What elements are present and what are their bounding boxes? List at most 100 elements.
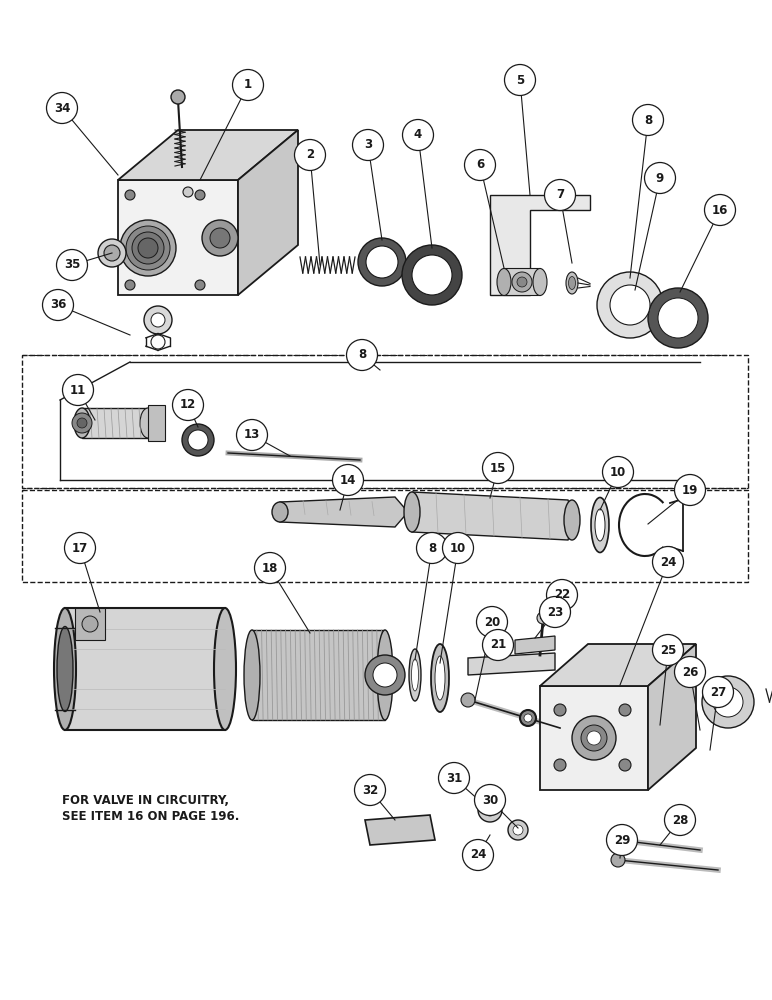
- Circle shape: [138, 238, 158, 258]
- Text: 6: 6: [476, 158, 484, 172]
- Circle shape: [366, 246, 398, 278]
- Circle shape: [77, 418, 87, 428]
- Text: 15: 15: [489, 462, 506, 475]
- Circle shape: [513, 825, 523, 835]
- Polygon shape: [540, 644, 696, 686]
- Circle shape: [703, 676, 733, 708]
- Ellipse shape: [57, 626, 73, 712]
- Text: 24: 24: [470, 848, 486, 861]
- Circle shape: [581, 725, 607, 751]
- Circle shape: [120, 220, 176, 276]
- Circle shape: [517, 277, 527, 287]
- Text: 18: 18: [262, 562, 278, 574]
- Text: 19: 19: [682, 484, 698, 496]
- Circle shape: [255, 552, 286, 584]
- Circle shape: [232, 70, 263, 101]
- Circle shape: [172, 389, 204, 420]
- Polygon shape: [82, 408, 148, 438]
- Circle shape: [524, 714, 532, 722]
- Circle shape: [294, 139, 326, 170]
- Ellipse shape: [244, 630, 260, 720]
- Circle shape: [46, 93, 77, 123]
- Text: 22: 22: [554, 588, 571, 601]
- Polygon shape: [540, 686, 648, 790]
- Circle shape: [547, 580, 577, 610]
- Circle shape: [195, 280, 205, 290]
- Circle shape: [417, 532, 448, 564]
- Circle shape: [183, 187, 193, 197]
- Circle shape: [202, 220, 238, 256]
- Circle shape: [210, 228, 230, 248]
- Text: 25: 25: [660, 644, 676, 656]
- Circle shape: [132, 232, 164, 264]
- Text: 11: 11: [70, 383, 86, 396]
- Circle shape: [358, 238, 406, 286]
- Circle shape: [365, 655, 405, 695]
- Circle shape: [665, 804, 696, 836]
- Circle shape: [438, 762, 469, 794]
- Text: 9: 9: [656, 172, 664, 184]
- Circle shape: [482, 452, 513, 484]
- Polygon shape: [365, 815, 435, 845]
- Circle shape: [504, 64, 536, 96]
- Circle shape: [347, 340, 378, 370]
- Ellipse shape: [404, 492, 420, 532]
- Ellipse shape: [411, 659, 418, 691]
- Text: 10: 10: [450, 542, 466, 554]
- Circle shape: [512, 272, 532, 292]
- Circle shape: [610, 285, 650, 325]
- Ellipse shape: [214, 608, 236, 730]
- Text: FOR VALVE IN CIRCUITRY,: FOR VALVE IN CIRCUITRY,: [62, 794, 229, 806]
- Circle shape: [520, 710, 536, 726]
- Polygon shape: [148, 405, 165, 441]
- Text: 4: 4: [414, 128, 422, 141]
- Ellipse shape: [140, 408, 156, 438]
- Circle shape: [602, 456, 634, 488]
- Text: 35: 35: [64, 258, 80, 271]
- Circle shape: [402, 245, 462, 305]
- Text: 12: 12: [180, 398, 196, 412]
- Circle shape: [632, 104, 663, 135]
- Text: 26: 26: [682, 666, 698, 678]
- Text: 10: 10: [610, 466, 626, 479]
- Circle shape: [442, 532, 473, 564]
- Circle shape: [554, 704, 566, 716]
- Circle shape: [72, 413, 92, 433]
- Circle shape: [652, 546, 683, 578]
- Circle shape: [462, 840, 493, 870]
- Polygon shape: [118, 130, 298, 180]
- Ellipse shape: [533, 268, 547, 296]
- Text: 8: 8: [358, 349, 366, 361]
- Circle shape: [611, 833, 625, 847]
- Polygon shape: [238, 130, 298, 295]
- Ellipse shape: [564, 500, 580, 540]
- Circle shape: [482, 630, 513, 660]
- Circle shape: [354, 774, 385, 806]
- Ellipse shape: [377, 630, 393, 720]
- Text: 28: 28: [672, 814, 688, 826]
- Polygon shape: [468, 653, 555, 675]
- Text: 3: 3: [364, 138, 372, 151]
- Polygon shape: [252, 630, 385, 720]
- Circle shape: [645, 162, 676, 194]
- Circle shape: [333, 464, 364, 495]
- Circle shape: [508, 820, 528, 840]
- Polygon shape: [118, 180, 238, 295]
- Circle shape: [476, 606, 507, 638]
- Text: 29: 29: [614, 834, 630, 846]
- Circle shape: [171, 90, 185, 104]
- Text: 36: 36: [50, 298, 66, 312]
- Ellipse shape: [591, 497, 609, 552]
- Circle shape: [188, 430, 208, 450]
- Text: 13: 13: [244, 428, 260, 442]
- Text: 34: 34: [54, 102, 70, 114]
- Polygon shape: [490, 195, 590, 295]
- Circle shape: [675, 475, 706, 506]
- Text: 21: 21: [490, 639, 506, 652]
- Circle shape: [195, 190, 205, 200]
- Text: 14: 14: [340, 474, 356, 487]
- Text: 30: 30: [482, 794, 498, 806]
- Ellipse shape: [431, 644, 449, 712]
- Circle shape: [554, 759, 566, 771]
- Circle shape: [619, 759, 631, 771]
